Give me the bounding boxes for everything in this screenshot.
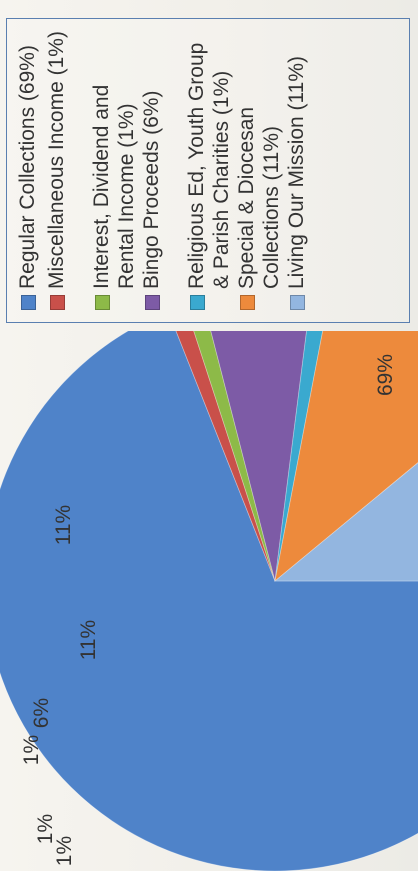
legend-swatch: [21, 295, 36, 310]
legend-label: Religious Ed, Youth Group & Parish Chari…: [185, 42, 233, 289]
pie-slice-2: [167, 331, 276, 582]
legend-item-6: Special & Diocesan Collections (11%): [234, 29, 284, 310]
legend-item-4: Bingo Proceeds (6%): [139, 29, 164, 310]
legend-item-1: Regular Collections (69%): [15, 29, 40, 310]
legend-swatch: [145, 295, 160, 310]
legend-label: Bingo Proceeds (6%): [140, 90, 163, 289]
legend-swatch: [190, 295, 205, 310]
data-label-1: 69%: [374, 354, 397, 396]
legend-swatch: [50, 295, 65, 310]
legend-label: Miscellaneous Income (1%): [45, 31, 68, 289]
legend-label: Special & Diocesan Collections (11%): [235, 106, 283, 289]
pie-slices: [0, 331, 418, 871]
data-label-6: 11%: [77, 620, 100, 660]
legend-item-2: Miscellaneous Income (1%): [44, 29, 69, 310]
pie-slice-3: [184, 331, 276, 582]
data-label-5: 1%: [20, 735, 43, 765]
pie-data-labels: 69%1%1%6%1%11%11%: [20, 354, 397, 866]
legend-swatch: [95, 295, 110, 310]
legend-item-7: Living Our Mission (11%): [284, 29, 309, 310]
chart-legend: Regular Collections (69%) Miscellaneous I…: [6, 18, 410, 323]
legend-label: Interest, Dividend and Rental Income (1%…: [90, 84, 138, 289]
legend-swatch: [240, 295, 255, 310]
data-label-3: 1%: [53, 836, 76, 866]
data-label-7: 11%: [52, 505, 75, 545]
legend-label: Living Our Mission (11%): [285, 55, 308, 289]
legend-item-5: Religious Ed, Youth Group & Parish Chari…: [184, 29, 234, 310]
data-label-4: 6%: [30, 698, 53, 728]
data-label-2: 1%: [34, 814, 57, 844]
pie-slice-7: [273, 395, 418, 582]
pie-slice-6: [274, 331, 418, 583]
legend-item-3: Interest, Dividend and Rental Income (1%…: [89, 29, 139, 310]
pie-chart: 69%1%1%6%1%11%11%: [0, 331, 418, 871]
legend-swatch: [290, 295, 305, 310]
pie-slice-1: [0, 331, 418, 871]
legend-label: Regular Collections (69%): [16, 45, 39, 289]
pie-slice-5: [274, 331, 330, 582]
pie-slice-4: [202, 331, 312, 582]
